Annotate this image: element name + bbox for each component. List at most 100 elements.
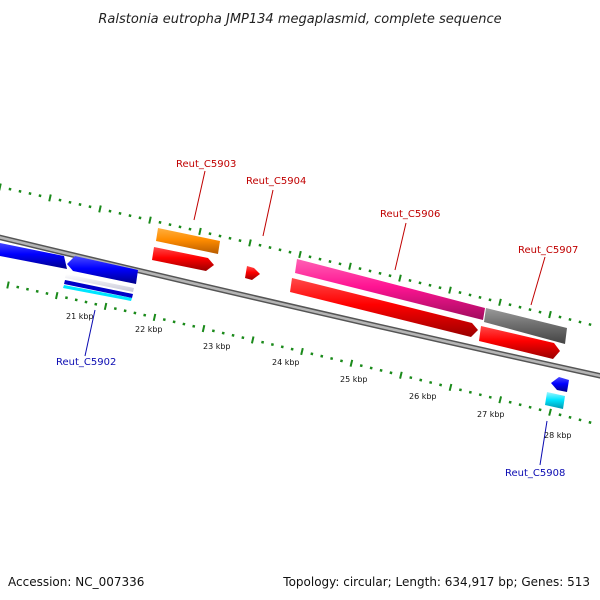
minor-tick-mark [338, 262, 342, 266]
major-tick-mark [152, 313, 157, 322]
minor-tick-mark [588, 420, 592, 424]
gene-label-reut-c5907[interactable]: Reut_C5907 [518, 245, 578, 256]
minor-tick-mark [16, 285, 20, 289]
minor-tick-mark [458, 388, 462, 392]
cds-reut-c5906[interactable] [290, 278, 478, 337]
cds-reut-c5907[interactable] [479, 326, 560, 359]
major-tick-mark [348, 262, 352, 270]
minor-tick-mark [28, 192, 32, 196]
cds-reut-c5902[interactable] [67, 256, 138, 284]
major-tick-mark [548, 408, 552, 416]
minor-tick-mark [419, 378, 423, 382]
minor-tick-mark [143, 313, 147, 317]
major-tick-mark [399, 371, 403, 379]
minor-tick-mark [278, 248, 282, 252]
minor-tick-mark [308, 255, 312, 259]
minor-tick-mark [113, 307, 117, 311]
minor-tick-mark [192, 324, 196, 328]
gene-label-reut-c5908[interactable]: Reut_C5908 [505, 468, 565, 479]
scale-label: 26 kbp [409, 392, 437, 401]
minor-tick-mark [568, 415, 572, 419]
minor-tick-mark [290, 347, 294, 351]
minor-tick-mark [25, 287, 29, 291]
major-tick-mark [448, 286, 452, 294]
minor-tick-mark [458, 291, 462, 295]
minor-tick-mark [258, 243, 262, 247]
label-leader [530, 256, 546, 306]
major-tick-mark [498, 298, 502, 306]
minor-tick-mark [538, 408, 542, 412]
major-tick-mark [48, 194, 52, 202]
white-feature[interactable] [65, 274, 134, 292]
minor-tick-mark [188, 227, 192, 231]
minor-tick-mark [162, 318, 166, 322]
minor-tick-mark [429, 380, 433, 385]
scale-label: 27 kbp [477, 410, 505, 419]
minor-tick-mark [231, 333, 235, 337]
minor-tick-mark [439, 383, 443, 387]
minor-tick-mark [528, 405, 532, 409]
minor-tick-mark [558, 413, 562, 417]
scale-label: 24 kbp [272, 358, 300, 367]
cyan-small-feature[interactable] [545, 392, 565, 409]
cds-reut-c5903[interactable] [152, 247, 214, 271]
major-tick-mark [103, 302, 108, 311]
minor-tick-mark [211, 329, 215, 333]
minor-tick-mark [74, 298, 78, 302]
gene-labels: Reut_C5902 Reut_C5903 Reut_C5904 Reut_C5… [56, 159, 578, 479]
minor-tick-mark [218, 234, 222, 238]
label-leader [394, 222, 407, 271]
cyan-feature[interactable] [63, 285, 132, 301]
orange-feature[interactable] [156, 228, 220, 254]
blue-thin-feature[interactable] [64, 280, 133, 298]
major-tick-mark [54, 291, 59, 300]
minor-tick-mark [388, 274, 392, 278]
minor-tick-mark [578, 320, 582, 324]
gray-feature[interactable] [484, 308, 567, 344]
minor-tick-mark [368, 269, 372, 273]
major-tick-mark [6, 281, 10, 289]
scale-label: 23 kbp [203, 342, 231, 351]
major-tick-mark [98, 205, 102, 213]
gene-label-reut-c5903[interactable]: Reut_C5903 [176, 159, 236, 170]
reverse-strand-features [0, 242, 569, 409]
minor-tick-mark [468, 390, 472, 394]
accession-text: Accession: NC_007336 [8, 575, 144, 589]
minor-tick-mark [558, 315, 562, 319]
minor-tick-mark [478, 295, 482, 299]
gene-label-reut-c5902[interactable]: Reut_C5902 [56, 357, 116, 368]
minor-tick-mark [280, 345, 284, 349]
minor-tick-mark [172, 320, 176, 324]
minor-tick-mark [118, 211, 122, 215]
minor-tick-mark [310, 352, 314, 356]
minor-tick-mark [468, 293, 472, 297]
cds-blue-left[interactable] [0, 242, 67, 269]
minor-tick-mark [8, 187, 12, 191]
minor-tick-mark [108, 209, 112, 213]
scale-label: 21 kbp [66, 312, 94, 321]
minor-tick-mark [409, 376, 413, 380]
minor-tick-mark [508, 303, 512, 307]
minor-tick-mark [261, 340, 265, 344]
magenta-feature[interactable] [295, 259, 485, 320]
minor-tick-mark [228, 236, 232, 240]
cds-reut-c5908[interactable] [551, 377, 569, 392]
cds-reut-c5904[interactable] [245, 266, 260, 280]
minor-tick-mark [64, 296, 68, 300]
minor-tick-mark [94, 302, 98, 306]
minor-tick-mark [438, 286, 442, 290]
minor-tick-mark [488, 395, 492, 399]
minor-tick-mark [518, 305, 522, 309]
gene-label-reut-c5904[interactable]: Reut_C5904 [246, 176, 306, 187]
minor-tick-mark [182, 322, 186, 326]
major-tick-mark [498, 396, 503, 404]
minor-tick-mark [178, 225, 182, 229]
minor-tick-mark [320, 354, 324, 358]
minor-tick-mark [270, 343, 274, 347]
label-leader [262, 189, 274, 237]
major-tick-mark [349, 359, 354, 367]
gene-label-reut-c5906[interactable]: Reut_C5906 [380, 209, 440, 220]
minor-tick-mark [538, 310, 542, 314]
minor-tick-mark [241, 336, 245, 340]
